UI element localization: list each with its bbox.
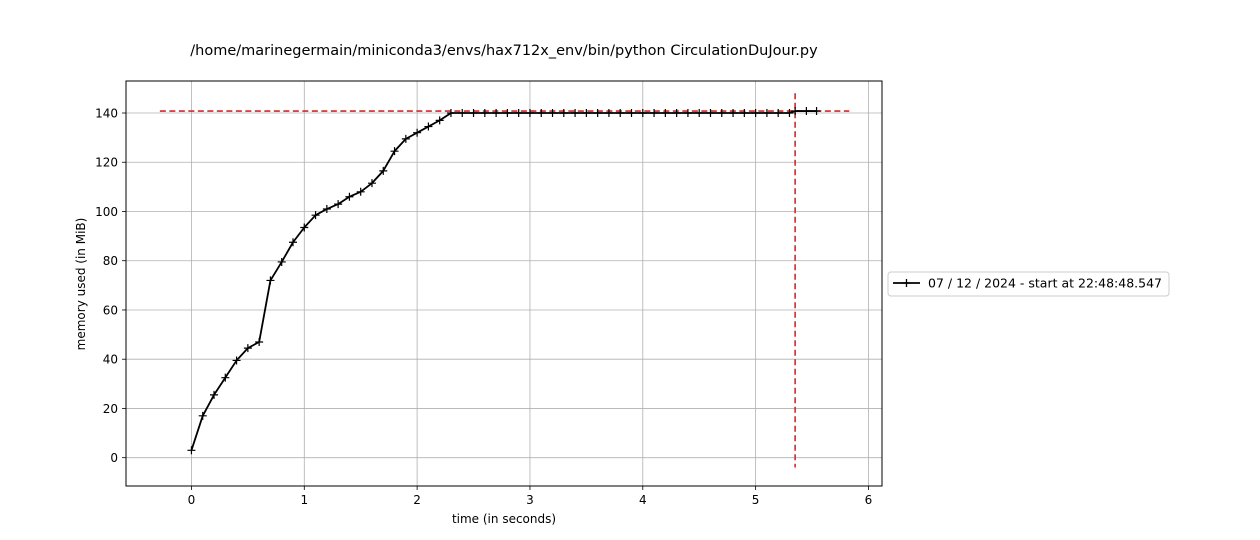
data-point-marker <box>390 147 399 156</box>
data-point-marker <box>469 109 478 118</box>
data-point-marker <box>424 122 433 131</box>
data-point-marker <box>413 128 422 137</box>
data-point-marker <box>740 109 749 118</box>
data-point-marker <box>762 109 771 118</box>
y-tick-label: 0 <box>110 451 118 465</box>
data-point-marker <box>812 107 821 116</box>
series-layer <box>187 107 821 455</box>
data-point-marker <box>672 109 681 118</box>
data-point-marker <box>435 116 444 125</box>
y-tick-label: 40 <box>103 353 118 367</box>
data-point-marker <box>706 109 715 118</box>
data-point-marker <box>300 223 309 232</box>
x-tick-label: 5 <box>752 493 760 507</box>
data-point-marker <box>480 109 489 118</box>
data-point-marker <box>492 109 501 118</box>
data-point-marker <box>537 109 546 118</box>
data-point-marker <box>548 109 557 118</box>
data-point-marker <box>243 344 252 353</box>
x-tick-label: 3 <box>526 493 534 507</box>
peak-reference-lines <box>159 93 850 468</box>
data-point-marker <box>401 134 410 143</box>
data-point-marker <box>458 109 467 118</box>
data-point-marker <box>288 238 297 247</box>
data-point-marker <box>255 337 264 346</box>
data-point-marker <box>232 356 241 365</box>
chart-title: /home/marinegermain/miniconda3/envs/hax7… <box>190 43 818 59</box>
data-point-marker <box>802 107 811 116</box>
data-point-marker <box>187 446 196 455</box>
data-point-marker <box>210 390 219 399</box>
data-point-marker <box>277 257 286 266</box>
data-point-marker <box>311 211 320 220</box>
data-point-marker <box>661 109 670 118</box>
data-point-marker <box>683 109 692 118</box>
data-point-marker <box>198 411 207 420</box>
y-tick-label: 80 <box>103 254 118 268</box>
plot-frame <box>125 80 883 487</box>
legend-marker-swatch <box>902 279 911 287</box>
data-point-marker <box>514 109 523 118</box>
data-point-marker <box>525 109 534 118</box>
y-tick-label: 20 <box>103 402 118 416</box>
data-point-marker <box>791 107 800 116</box>
y-tick-label: 140 <box>95 107 118 121</box>
data-point-marker <box>774 109 783 118</box>
data-point-marker <box>604 109 613 118</box>
data-point-marker <box>729 109 738 118</box>
data-point-marker <box>593 109 602 118</box>
data-point-marker <box>717 109 726 118</box>
data-point-marker <box>379 166 388 175</box>
y-tick-label: 120 <box>95 156 118 170</box>
y-tick-label: 100 <box>95 205 118 219</box>
data-point-marker <box>334 200 343 209</box>
data-point-marker <box>345 192 354 201</box>
data-point-marker <box>695 109 704 118</box>
data-point-marker <box>650 109 659 118</box>
data-point-marker <box>221 373 230 382</box>
y-axis-label: memory used (in MiB) <box>74 218 88 351</box>
legend-label: 07 / 12 / 2024 - start at 22:48:48.547 <box>928 276 1162 291</box>
y-tick-label: 60 <box>103 303 118 317</box>
legend: 07 / 12 / 2024 - start at 22:48:48.547 <box>887 271 1170 297</box>
x-tick-label: 1 <box>300 493 308 507</box>
data-point-marker <box>322 205 331 214</box>
x-tick-label: 6 <box>865 493 873 507</box>
data-point-marker <box>638 109 647 118</box>
x-axis-label: time (in seconds) <box>452 512 556 526</box>
data-point-marker <box>785 109 794 118</box>
data-point-marker <box>446 109 455 118</box>
data-point-marker <box>751 109 760 118</box>
data-point-marker <box>559 109 568 118</box>
legend-box <box>887 271 1170 297</box>
data-point-marker <box>571 109 580 118</box>
x-tick-label: 4 <box>639 493 647 507</box>
data-point-marker <box>582 109 591 118</box>
data-point-marker <box>266 276 275 285</box>
data-point-marker <box>356 187 365 196</box>
x-tick-label: 0 <box>188 493 196 507</box>
data-point-marker <box>503 109 512 118</box>
data-point-marker <box>627 109 636 118</box>
data-point-marker <box>616 109 625 118</box>
data-point-marker <box>367 179 376 188</box>
x-tick-label: 2 <box>413 493 421 507</box>
